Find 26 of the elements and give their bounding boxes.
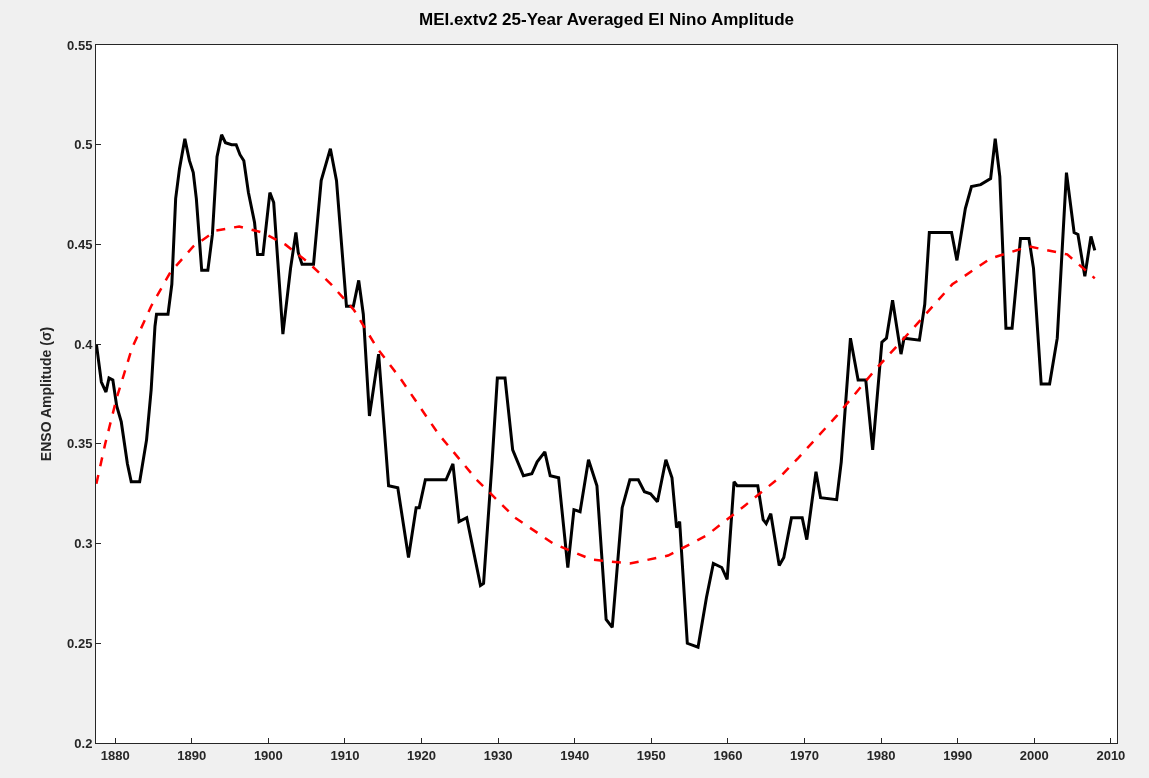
x-tick-label: 1950: [636, 747, 666, 763]
y-tick-label: 0.2: [74, 735, 93, 751]
x-tick-label: 2000: [1019, 747, 1049, 763]
y-tick-label: 0.5: [74, 137, 93, 153]
x-tick-label: 2010: [1096, 747, 1126, 763]
y-tick-label: 0.4: [74, 336, 94, 352]
y-tick-label: 0.3: [74, 536, 93, 552]
x-tick-label: 1990: [943, 747, 973, 763]
x-tick-label: 1920: [407, 747, 436, 763]
line-series: [96, 133, 1097, 649]
chart-title: MEI.extv2 25-Year Averaged El Nino Amplitude: [418, 10, 795, 30]
x-tick-label: 1940: [560, 747, 590, 763]
x-tick-label: 1970: [790, 747, 819, 763]
line-series: [96, 225, 1097, 565]
y-axis-title: ENSO Amplitude (σ): [37, 326, 54, 462]
x-tick-label: 1900: [253, 747, 283, 763]
y-tick-label: 0.45: [67, 236, 93, 252]
y-tick-label: 0.55: [67, 37, 93, 53]
y-tick-label: 0.25: [67, 635, 93, 651]
x-tick-label: 1890: [177, 747, 207, 763]
x-tick-label: 1880: [100, 747, 130, 763]
x-tick-label: 1980: [866, 747, 896, 763]
x-tick-label: 1930: [483, 747, 513, 763]
y-tick-label: 0.35: [67, 436, 93, 452]
x-tick-label: 1960: [713, 747, 743, 763]
x-tick-label: 1910: [330, 747, 360, 763]
